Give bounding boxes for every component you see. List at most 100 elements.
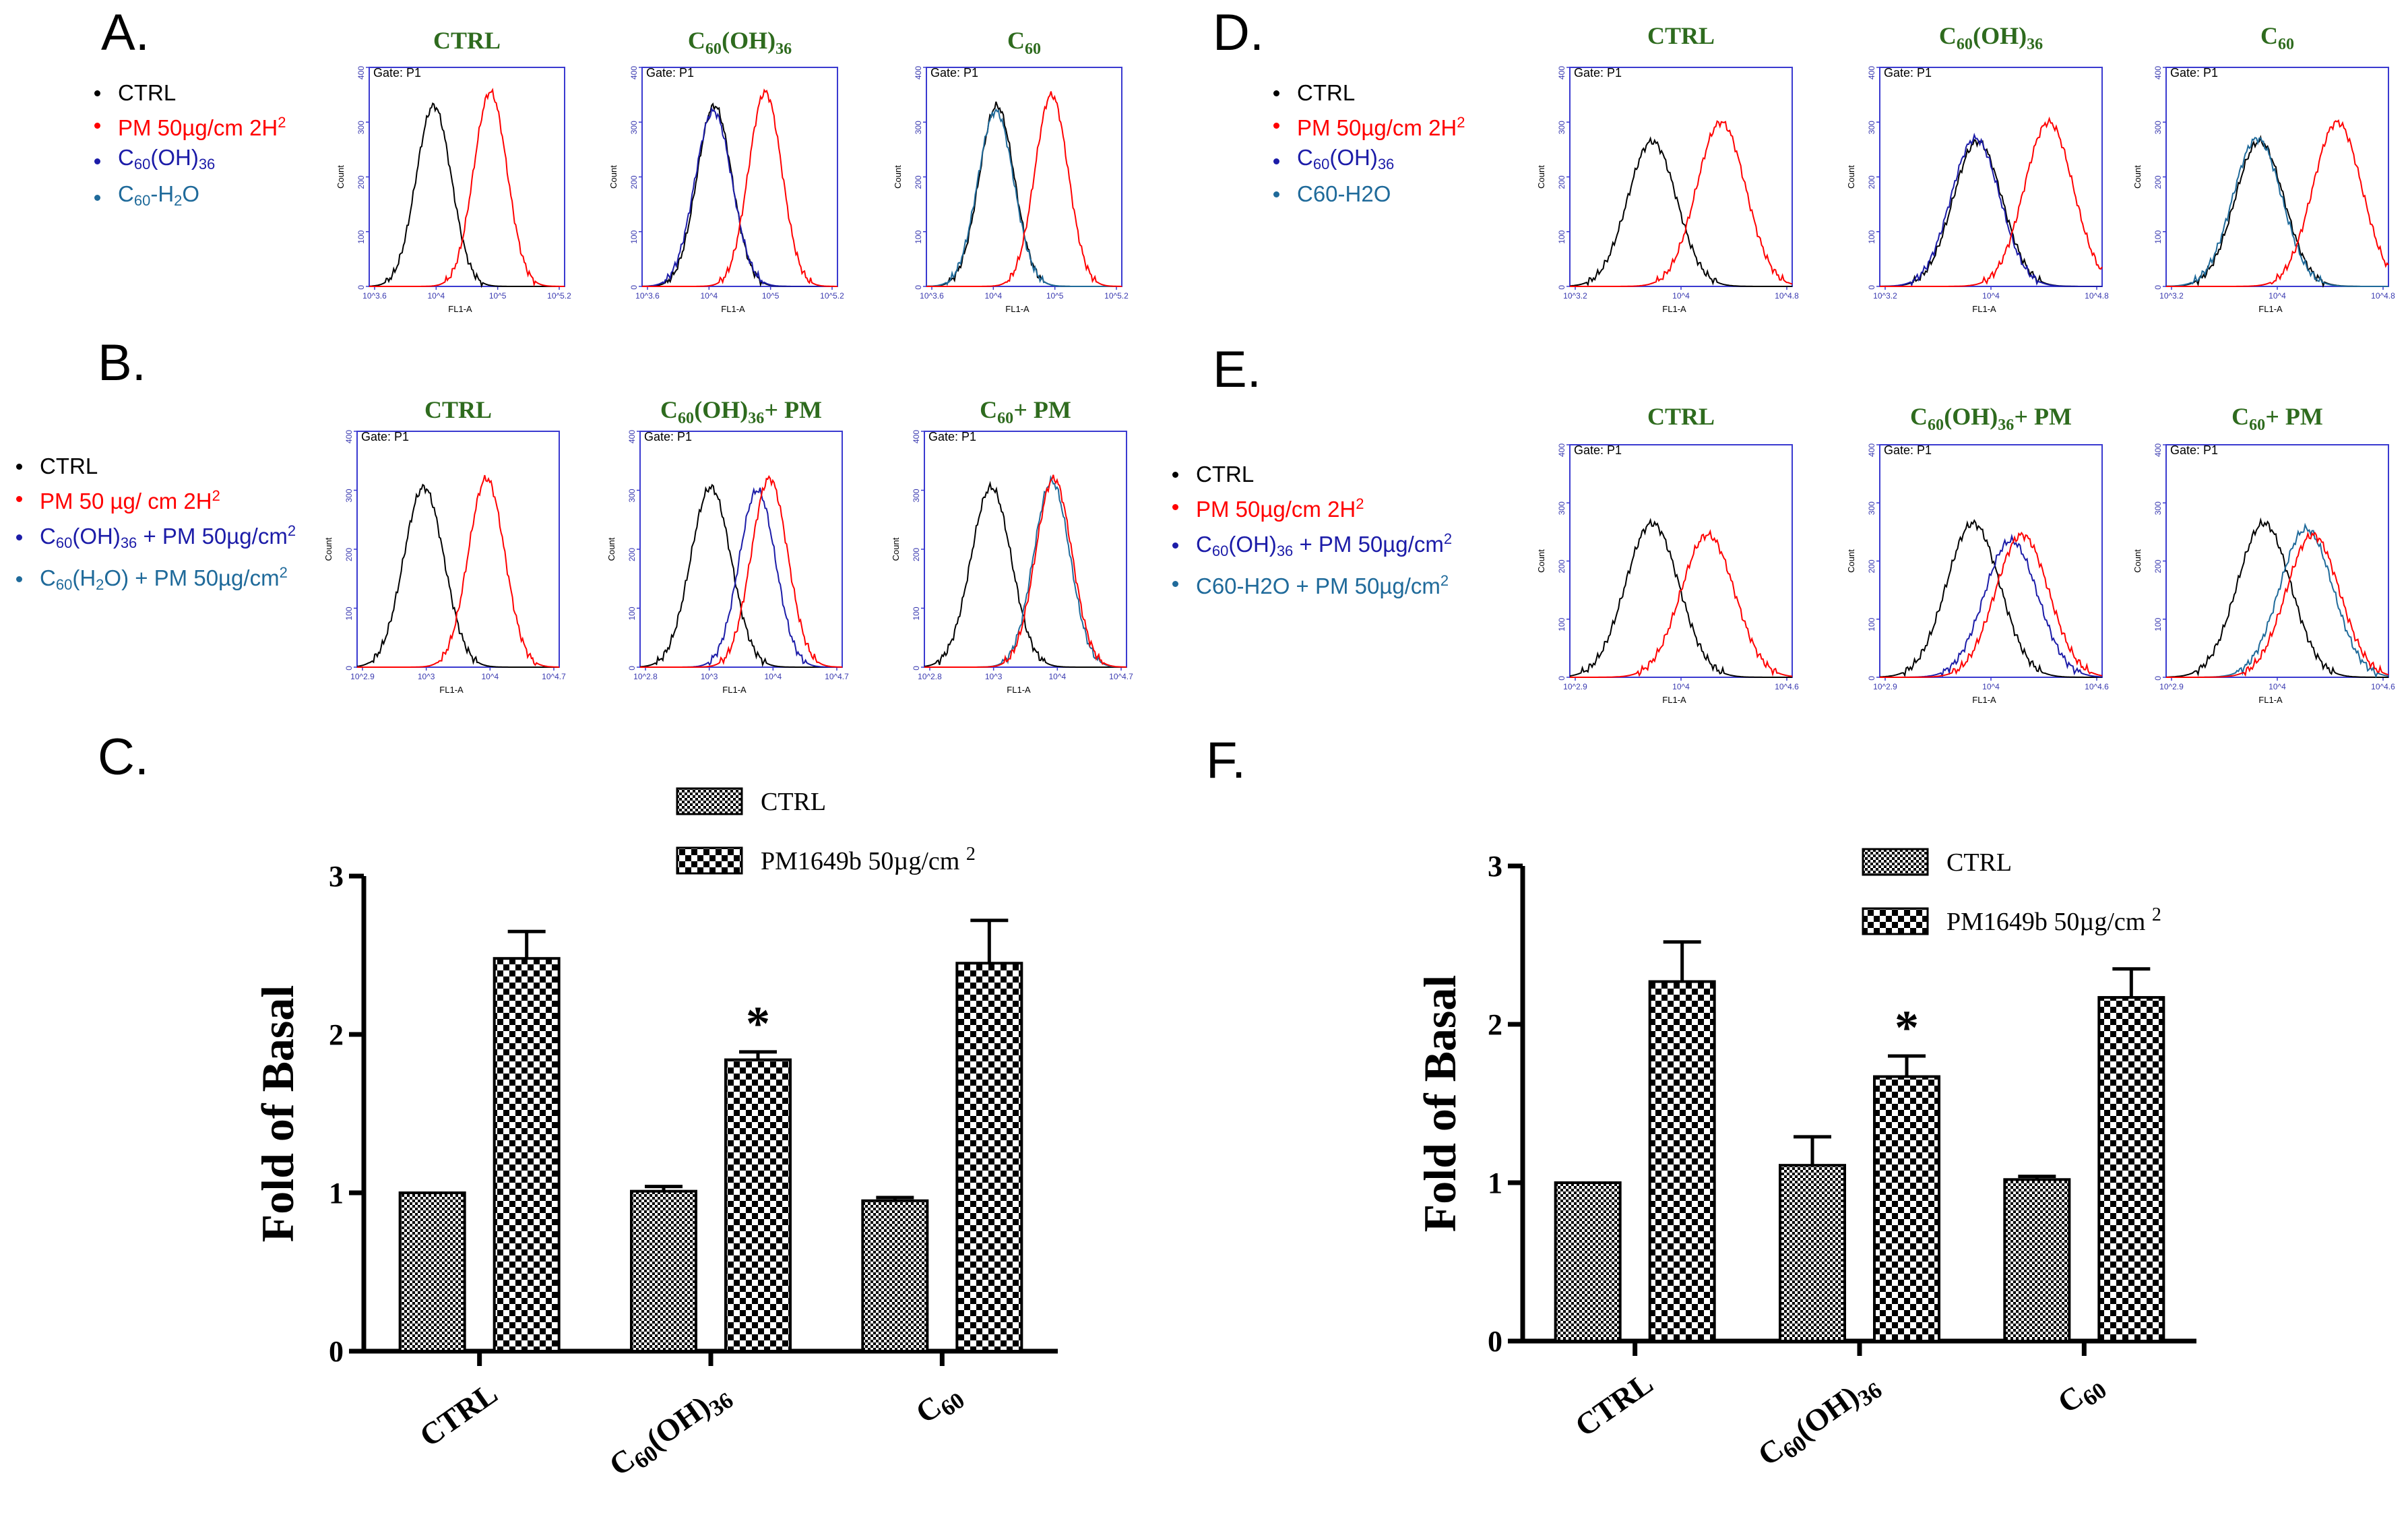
histogram-curve bbox=[1880, 531, 2103, 678]
bar bbox=[398, 1191, 466, 1353]
legend-bullet-icon bbox=[94, 90, 100, 96]
histogram-title: CTRL bbox=[1647, 403, 1715, 430]
legend-item-e-2: C60(OH)36 + PM 50µg/cm2 bbox=[1172, 524, 1452, 566]
legend-bullet-icon bbox=[1273, 191, 1279, 197]
x-tick-label: 10^2.8 bbox=[633, 672, 658, 681]
y-tick-label: 200 bbox=[627, 548, 637, 561]
legend-label: PM1649b 50µg/cm 2 bbox=[761, 844, 976, 875]
y-tick-label: 100 bbox=[344, 607, 354, 620]
y-axis-label: Count bbox=[2132, 165, 2143, 189]
x-tick-label: 10^3.6 bbox=[635, 291, 660, 301]
x-tick-label: 10^4 bbox=[985, 291, 1003, 301]
legend-label: PM1649b 50µg/cm 2 bbox=[1946, 904, 2161, 936]
y-tick-label: 300 bbox=[1557, 121, 1566, 134]
x-tick-label: 10^2.9 bbox=[2159, 682, 2184, 691]
legend-bullet-icon bbox=[1273, 158, 1279, 164]
gate-label: Gate: P1 bbox=[646, 66, 694, 80]
gate-label: Gate: P1 bbox=[930, 66, 978, 80]
x-category-label: C60(OH)36 bbox=[1752, 1365, 1887, 1477]
y-tick-label: 0 bbox=[912, 666, 921, 671]
bar bbox=[2097, 996, 2165, 1343]
y-tick-label: 0 bbox=[914, 285, 923, 290]
histogram-curve bbox=[924, 480, 1127, 668]
histogram-a-0: CTRL Gate: P1 0 100 200 300 400 Count 10^3.6 10^4… bbox=[336, 27, 571, 314]
y-tick-label: 0 bbox=[344, 666, 354, 671]
legend-panel-b: CTRL PM 50 µg/ cm 2H2 C60(OH)36 + PM 50µg/… bbox=[16, 452, 296, 600]
panel-letter-c: C. bbox=[98, 728, 149, 786]
histogram-e-1: C60 (OH)36 + PM Gate: P1 0 100 200 300 400 Coun… bbox=[1846, 403, 2109, 705]
x-tick-label: 10^3.6 bbox=[920, 291, 944, 301]
gate-label: Gate: P1 bbox=[644, 430, 692, 443]
histogram-title: CTRL bbox=[424, 396, 492, 423]
x-tick-label: 10^4 bbox=[1672, 682, 1690, 691]
legend-bullet-icon bbox=[1273, 90, 1279, 96]
x-axis-label: FL1-A bbox=[721, 304, 745, 314]
y-tick-label: 2 bbox=[1488, 1008, 1502, 1041]
legend-bullet-icon bbox=[1172, 580, 1178, 587]
legend-item-b-0: CTRL bbox=[16, 452, 296, 481]
histogram-d-2: C60 Gate: P1 0 100 200 300 400 Count 10^3.2 10^4… bbox=[2132, 22, 2395, 314]
histogram-curve bbox=[1880, 132, 2102, 288]
y-tick-label: 0 bbox=[2153, 676, 2163, 681]
histogram-b-1: C60 (OH)36 + PM Gate: P1 0 100 200 300 400 Coun… bbox=[606, 396, 849, 695]
y-tick-label: 400 bbox=[912, 430, 921, 443]
y-tick-label: 0 bbox=[2153, 285, 2163, 290]
bar bbox=[1554, 1181, 1622, 1342]
legend-bullet-icon bbox=[16, 576, 22, 582]
histogram-b-2: C60 + PM Gate: P1 0 100 200 300 400 Count 10^2.8… bbox=[891, 396, 1133, 695]
legend-bullet-icon bbox=[16, 495, 22, 502]
y-tick-label: 100 bbox=[627, 607, 637, 620]
y-tick-label: 400 bbox=[1867, 443, 1876, 457]
gate-label: Gate: P1 bbox=[928, 430, 976, 443]
y-tick-label: 0 bbox=[1488, 1325, 1502, 1358]
x-axis-label: FL1-A bbox=[439, 685, 464, 695]
y-tick-label: 300 bbox=[2153, 501, 2163, 515]
histogram-grid: CTRL Gate: P1 0 100 200 300 400 Count 10^3.6 10^4… bbox=[323, 22, 2395, 705]
legend-bullet-icon bbox=[16, 534, 22, 540]
histogram-curve bbox=[1570, 120, 1793, 287]
histogram-curve bbox=[356, 483, 559, 668]
x-category-label: CTRL bbox=[1569, 1365, 1659, 1443]
y-tick-label: 400 bbox=[2153, 66, 2163, 80]
legend-item-e-1: PM 50µg/cm 2H2 bbox=[1172, 489, 1452, 524]
y-axis-title: Fold of Basal bbox=[1414, 975, 1465, 1233]
x-tick-label: 10^3.6 bbox=[362, 291, 387, 301]
bar bbox=[724, 1058, 792, 1353]
x-axis-label: FL1-A bbox=[448, 304, 472, 314]
histogram-curve bbox=[2165, 136, 2388, 287]
y-tick-label: 400 bbox=[344, 430, 354, 443]
histogram-curve bbox=[369, 102, 565, 288]
legend-item-a-1: PM 50µg/cm 2H2 bbox=[94, 108, 286, 143]
x-axis-label: FL1-A bbox=[1972, 695, 1996, 705]
gate-label: Gate: P1 bbox=[361, 430, 409, 443]
y-tick-label: 100 bbox=[2153, 617, 2163, 631]
legend-bullet-icon bbox=[94, 122, 100, 129]
gate-label: Gate: P1 bbox=[1574, 443, 1622, 457]
gate-label: Gate: P1 bbox=[373, 66, 421, 80]
panel-letter-a: A. bbox=[101, 4, 150, 61]
y-tick-label: 1 bbox=[329, 1177, 344, 1210]
legend-label: CTRL bbox=[1946, 848, 2012, 877]
y-tick-label: 300 bbox=[344, 489, 354, 502]
histogram-a-1: C60 (OH)36 Gate: P1 0 100 200 300 400 Count 10^… bbox=[608, 27, 844, 314]
x-category-label: C60 bbox=[910, 1375, 970, 1434]
histogram-curve bbox=[2166, 517, 2388, 678]
y-tick-label: 100 bbox=[912, 607, 921, 620]
x-tick-label: 10^4.7 bbox=[542, 672, 566, 681]
x-tick-label: 10^4 bbox=[1049, 672, 1067, 681]
x-category-label: C60 bbox=[2052, 1365, 2112, 1424]
y-tick-label: 100 bbox=[1557, 230, 1566, 243]
bar-chart-f: 0 1 2 3 Fold of Basal CTRL C60(OH)36 C60 * CTRL PM… bbox=[1414, 848, 2196, 1477]
y-tick-label: 100 bbox=[914, 230, 923, 243]
bar bbox=[1648, 980, 1716, 1343]
y-tick-label: 100 bbox=[1867, 230, 1876, 243]
y-tick-label: 200 bbox=[912, 548, 921, 561]
legend-label: CTRL bbox=[761, 788, 826, 816]
y-tick-label: 300 bbox=[629, 121, 639, 134]
y-tick-label: 0 bbox=[1867, 676, 1876, 681]
y-axis-label: Count bbox=[608, 165, 619, 189]
y-tick-label: 100 bbox=[356, 230, 366, 243]
y-axis-label: Count bbox=[1846, 549, 1856, 573]
y-tick-label: 0 bbox=[1867, 285, 1876, 290]
